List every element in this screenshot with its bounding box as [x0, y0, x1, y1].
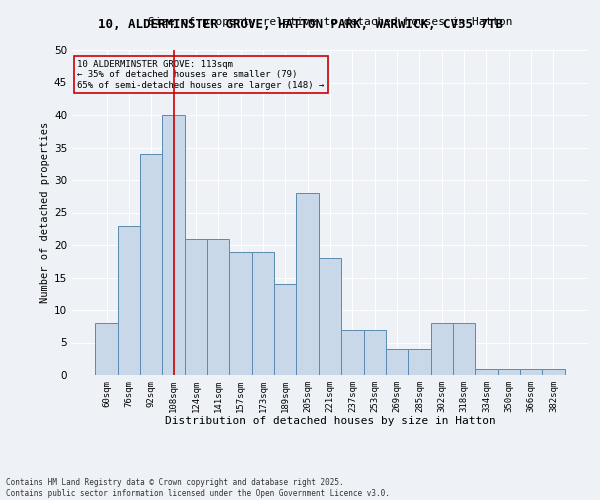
- Bar: [520, 368, 542, 375]
- X-axis label: Distribution of detached houses by size in Hatton: Distribution of detached houses by size …: [164, 416, 496, 426]
- Text: 10, ALDERMINSTER GROVE, HATTON PARK, WARWICK, CV35 7TB: 10, ALDERMINSTER GROVE, HATTON PARK, WAR…: [97, 18, 503, 30]
- Bar: [229, 252, 252, 375]
- Bar: [453, 323, 475, 375]
- Text: 10 ALDERMINSTER GROVE: 113sqm
← 35% of detached houses are smaller (79)
65% of s: 10 ALDERMINSTER GROVE: 113sqm ← 35% of d…: [77, 60, 325, 90]
- Bar: [364, 330, 386, 375]
- Bar: [207, 238, 229, 375]
- Bar: [95, 323, 118, 375]
- Bar: [431, 323, 453, 375]
- Y-axis label: Number of detached properties: Number of detached properties: [40, 122, 50, 303]
- Bar: [185, 238, 207, 375]
- Bar: [296, 193, 319, 375]
- Bar: [140, 154, 163, 375]
- Bar: [475, 368, 497, 375]
- Title: Size of property relative to detached houses in Hatton: Size of property relative to detached ho…: [148, 17, 512, 27]
- Bar: [386, 349, 408, 375]
- Bar: [408, 349, 431, 375]
- Bar: [542, 368, 565, 375]
- Bar: [163, 115, 185, 375]
- Bar: [274, 284, 296, 375]
- Bar: [341, 330, 364, 375]
- Bar: [252, 252, 274, 375]
- Text: Contains HM Land Registry data © Crown copyright and database right 2025.
Contai: Contains HM Land Registry data © Crown c…: [6, 478, 390, 498]
- Bar: [118, 226, 140, 375]
- Bar: [319, 258, 341, 375]
- Bar: [497, 368, 520, 375]
